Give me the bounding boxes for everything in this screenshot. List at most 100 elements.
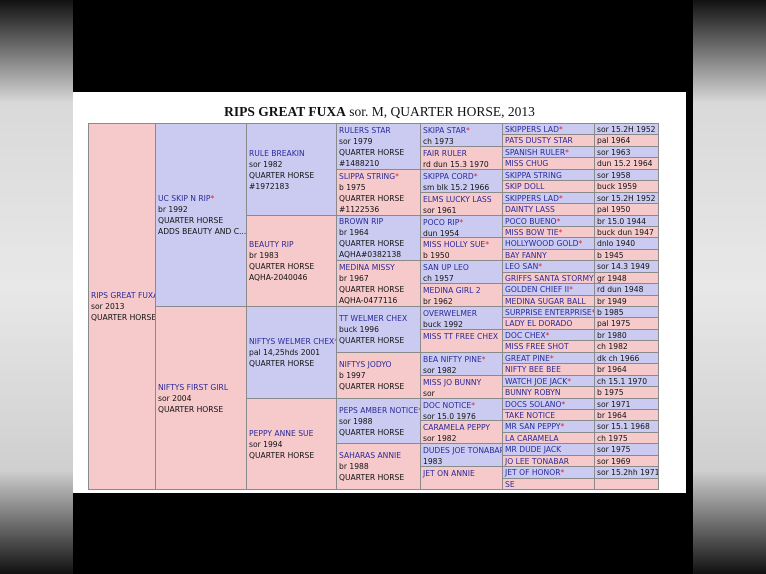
horse-info: sm blk 15.2 1966 [423,183,490,192]
horse-cell: DOC NOTICE* sor 15.0 1976 [420,398,503,421]
horse-name-row: MEDINA GIRL 2 [423,285,500,296]
horse-cell: JET ON ANNIE [420,466,503,490]
horse-name-row: BEA NIFTY PINE* [423,354,500,365]
horse-name-row: MISS HOLLY SUE* [423,239,500,250]
horse-name: TAKE NOTICE [505,410,556,420]
horse-name-row: SURPRISE ENTERPRISE* [505,307,594,317]
horse-cell [594,478,659,490]
horse-info: buck 1959 [597,182,637,191]
horse-name: SAHARAS ANNIE [339,451,402,460]
registry-mark: * [473,172,478,181]
horse-name: OVERWELMER [423,309,477,318]
horse-name-row: PEPPY ANNE SUE [249,428,334,439]
registry-mark: * [578,239,583,248]
registry-mark: * [545,330,550,340]
horse-name-row: MEDINA MISSY [339,262,418,273]
horse-name: JO LEE TONABAR [505,456,570,466]
horse-info: br 1983 [249,251,279,260]
horse-name: RULE BREAKIN [249,148,305,158]
horse-info: QUARTER HORSE [339,427,405,437]
horse-name: UC SKIP N RIP [158,194,211,203]
horse-info: ch 1982 [597,342,628,351]
horse-name-row: SKIPPA STRING [505,171,592,180]
horse-name-row: BAY FANNY [505,251,592,260]
horse-name: CARAMELA PEPPY [423,423,491,432]
horse-name: DAINTY LASS [505,205,555,214]
horse-info: dnlo 1940 [597,239,636,248]
horse-cell: MISS HOLLY SUE* b 1950 [420,237,503,261]
horse-info: b 1975 [597,388,624,397]
horse-info: sor 1969 [597,456,631,466]
horse-name-row: UC SKIP N RIP* [158,193,244,204]
horse-name: RULERS STAR [339,125,391,135]
horse-info: br 1964 [597,365,627,374]
horse-cell: MEDINA GIRL 2 br 1962 [420,283,503,307]
horse-cell: SKIPPA CORD* sm blk 15.2 1966 [420,169,503,193]
horse-name: ELMS LUCKY LASS [423,195,492,204]
horse-info: sor 15.2H 1952 [597,193,656,203]
horse-name-row: LADY EL DORADO [505,319,592,328]
registry-mark: * [334,337,336,346]
horse-info: QUARTER HORSE [339,239,405,248]
horse-name-row: TAKE NOTICE [505,411,592,420]
horse-name: JET OF HONOR [505,468,561,477]
horse-info: br 15.0 1944 [597,216,647,226]
horse-info: sor 14.3 1949 [597,262,650,271]
horse-info: ch 15.1 1970 [597,376,648,386]
horse-name: SKIPPA STRING [505,170,562,180]
horse-info: b 1950 [423,251,450,260]
horse-info: #1488210 [339,158,380,168]
horse-info: sor 1982 [249,159,283,169]
horse-name: DOC NOTICE [423,401,472,410]
registry-mark: * [558,227,563,237]
horse-info: QUARTER HORSE [339,336,405,345]
registry-mark: * [567,376,571,386]
horse-name: SURPRISE ENTERPRISE [505,307,592,317]
horse-name: SLIPPA STRING [339,171,396,181]
horse-info: QUARTER HORSE [249,450,315,460]
horse-name-row: SE [505,480,592,489]
horse-name-row: MR DUDE JACK [505,445,592,454]
horse-name-row: SPANISH RULER* [505,148,592,157]
horse-name: LADY EL DORADO [505,319,573,328]
horse-cell: RULERS STAR sor 1979 QUARTER HORSE #1488210 [336,123,421,170]
horse-info: sor 1975 [597,445,631,454]
horse-name-row: LEO SAN* [505,262,592,271]
horse-name-row: SAN UP LEO [423,262,500,273]
horse-cell: BEAUTY RIP br 1983 QUARTER HORSE AQHA-20400… [246,215,337,307]
horse-info: b 1997 [339,371,366,380]
horse-name: MISS BOW TIE [505,227,559,237]
registry-mark: * [560,468,565,477]
horse-name: MEDINA GIRL 2 [423,286,481,295]
horse-info: sor 1958 [597,170,631,180]
horse-name-row: SKIPPA CORD* [423,171,500,182]
horse-info: QUARTER HORSE [339,147,405,157]
horse-name: SAN UP LEO [423,263,469,272]
horse-cell: MISS TT FREE CHEX [420,329,503,353]
horse-name-row: OVERWELMER [423,308,500,319]
horse-name: GRIFFS SANTA STORMY [505,273,594,283]
horse-name-row: DOCS SOLANO* [505,400,592,409]
horse-name-row: SLIPPA STRING* [339,171,418,182]
registry-mark: * [481,355,486,364]
horse-info: sor 1988 [339,416,373,426]
horse-name-row: MISS JO BUNNY [423,377,500,388]
horse-info: sor 2013 [91,302,125,311]
horse-cell: BROWN RIP br 1964 QUARTER HORSE AQHA#038213… [336,215,421,261]
blurred-edge [693,0,766,574]
horse-info: AQHA-2040046 [249,273,308,282]
registry-mark: * [418,406,420,415]
horse-name-row: BUNNY ROBYN [505,388,592,397]
horse-name: MEDINA SUGAR BALL [505,296,586,306]
horse-name-row: SAHARAS ANNIE [339,450,418,461]
horse-name-row: DOC CHEX* [505,331,592,340]
horse-info: sor 15.1 1968 [597,422,650,431]
horse-name-row: SKIPPERS LAD* [505,194,592,203]
horse-info: sor 1994 [249,439,283,449]
registry-mark: * [459,218,464,227]
horse-name: NIFTYS JODYO [339,360,392,369]
horse-info: AQHA-0477116 [339,295,398,305]
title: RIPS GREAT FUXA sor. M, QUARTER HORSE, 2… [73,104,686,120]
horse-name: BROWN RIP [339,217,384,226]
registry-mark: * [471,401,475,410]
